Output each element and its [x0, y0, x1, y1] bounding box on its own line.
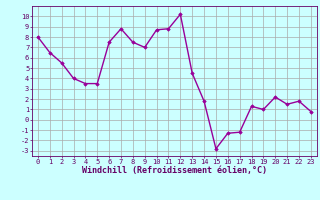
X-axis label: Windchill (Refroidissement éolien,°C): Windchill (Refroidissement éolien,°C) [82, 166, 267, 175]
